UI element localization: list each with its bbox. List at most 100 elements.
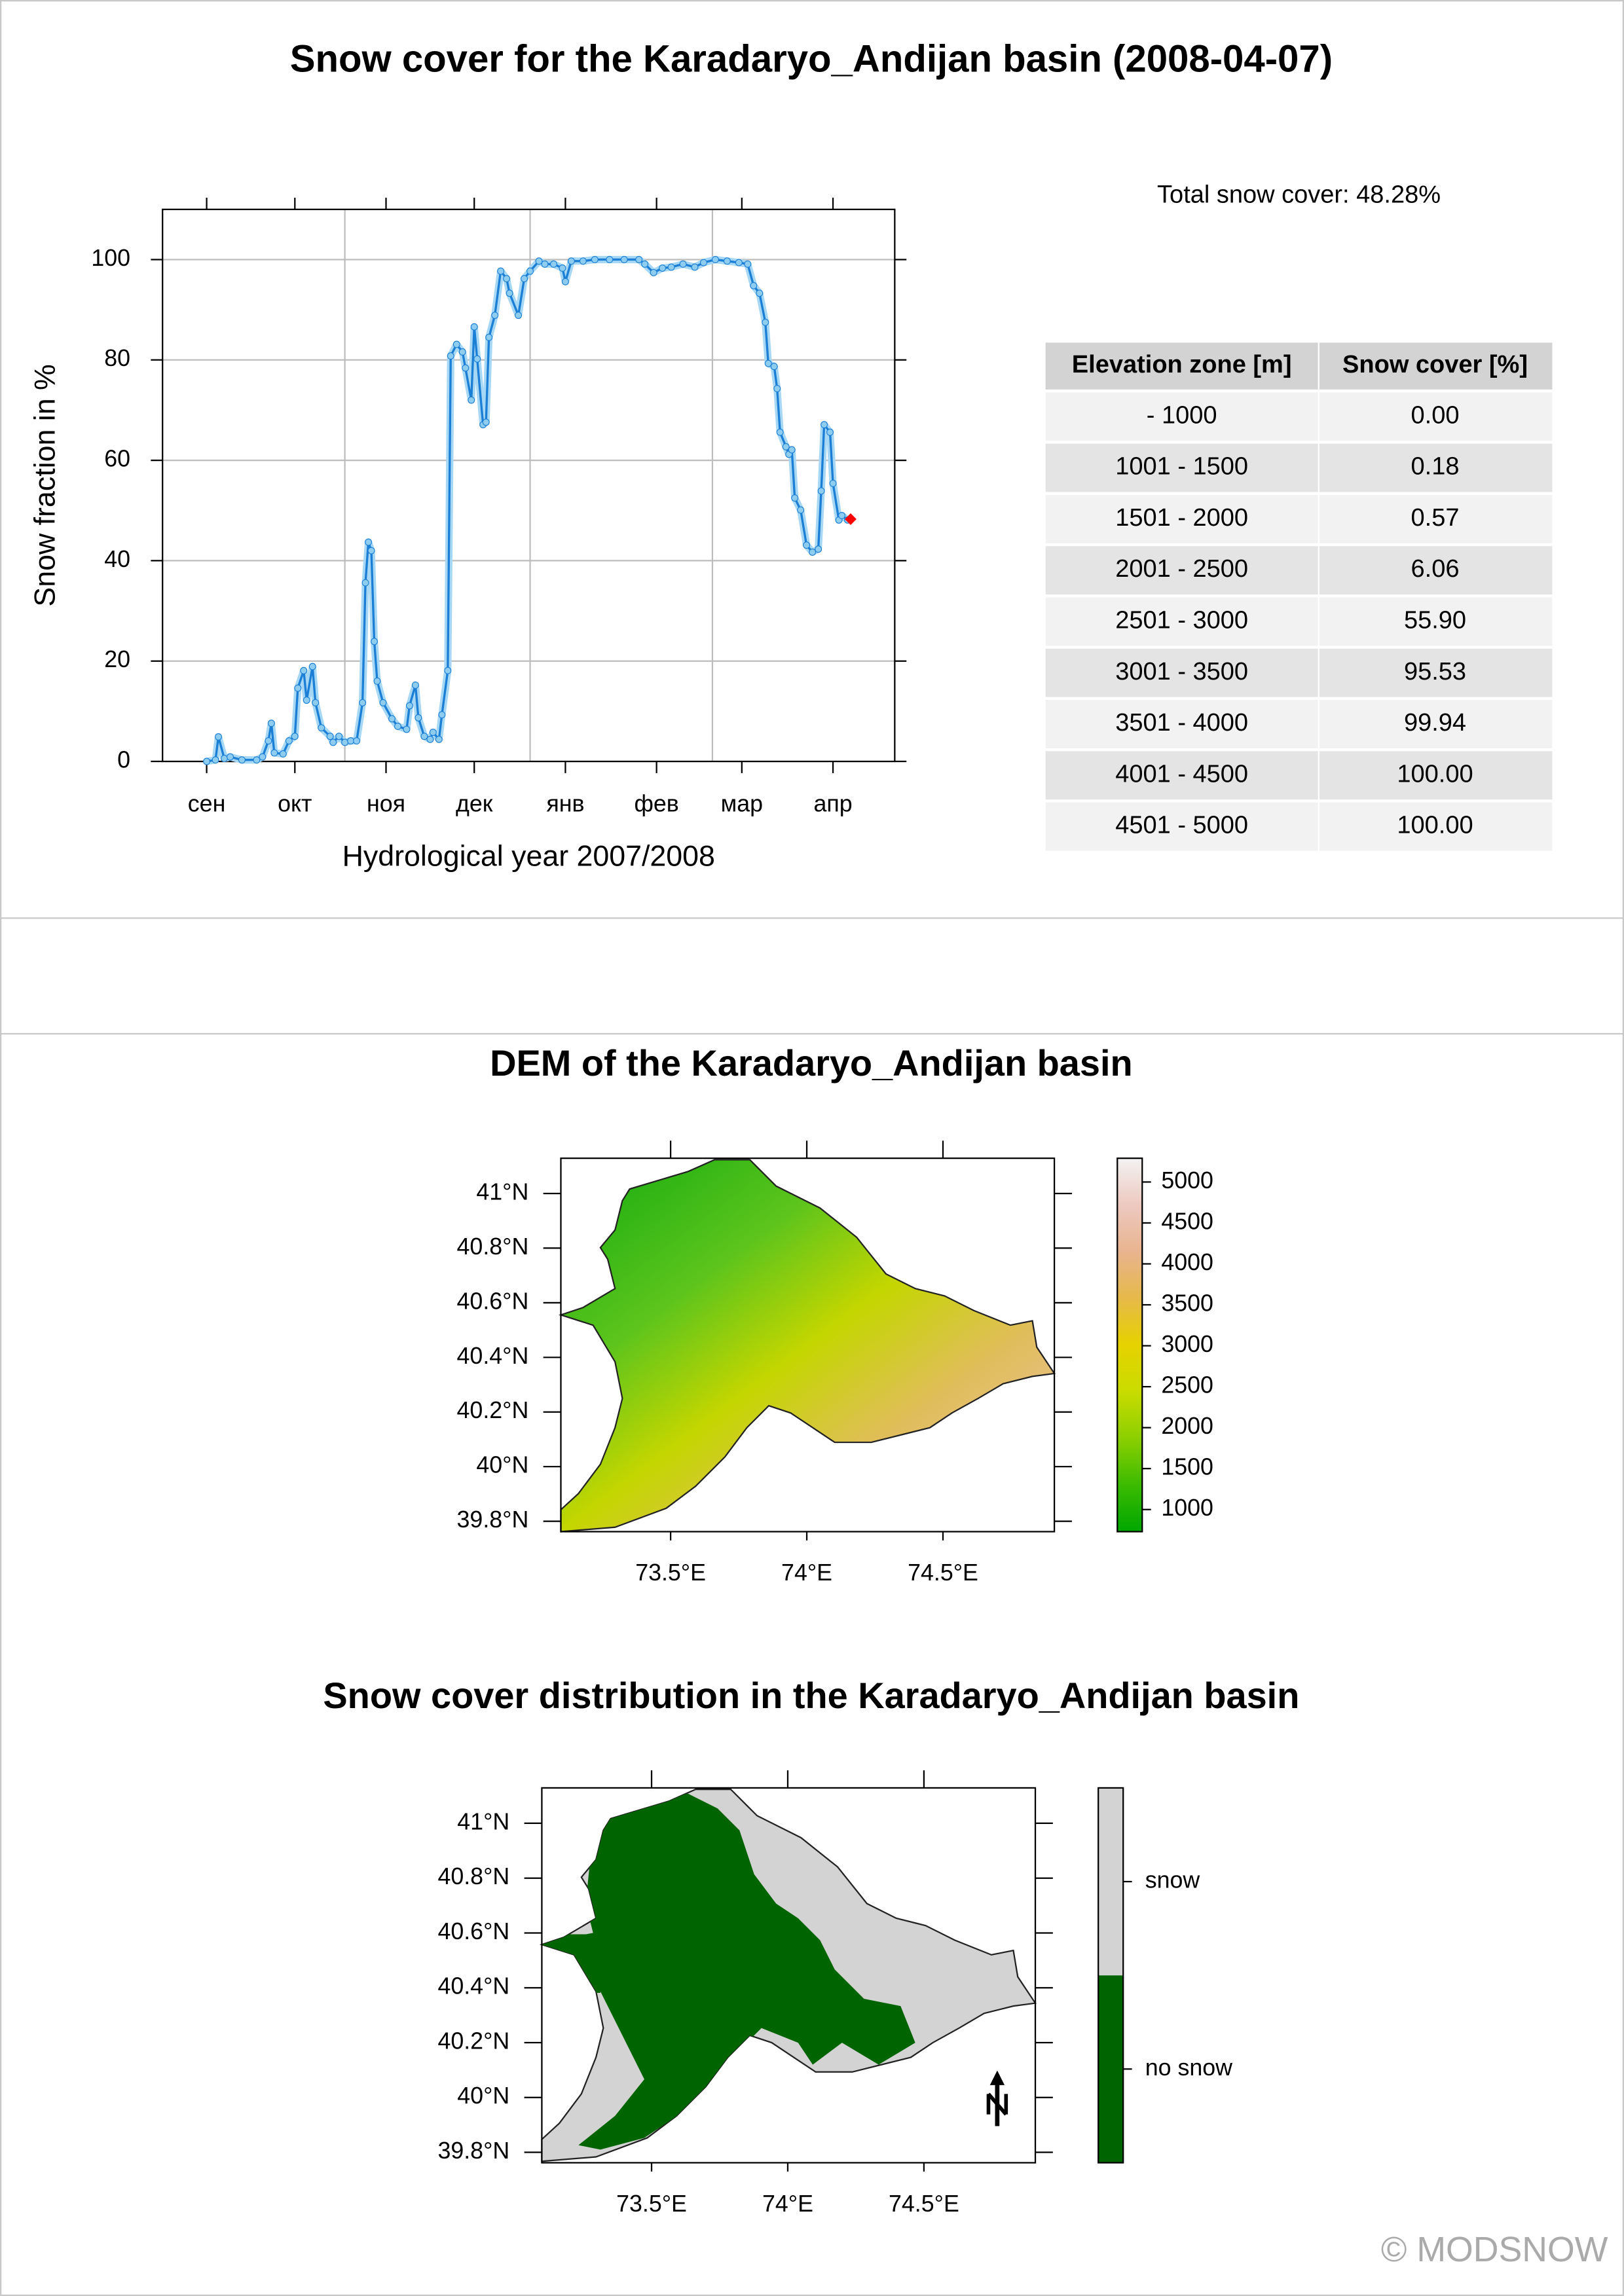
table-cell-text: 0.18	[1411, 453, 1460, 481]
page-title: Snow cover for the Karadaryo_Andijan bas…	[290, 37, 1333, 80]
y-tick-label: 0	[117, 746, 130, 773]
snow-point	[817, 487, 825, 495]
snow-point	[291, 733, 299, 740]
snow-point	[470, 323, 478, 331]
snow-point	[221, 754, 229, 762]
copyright: © MODSNOW	[1381, 2230, 1608, 2269]
snow-point	[405, 702, 413, 710]
snow-point	[797, 506, 805, 514]
snow-point	[335, 733, 343, 740]
y-axis-title: Snow fraction in %	[29, 364, 61, 606]
table-cell	[1319, 443, 1553, 492]
snow-point	[303, 697, 310, 704]
y-tick-label: 40.4°N	[457, 1343, 529, 1369]
snow-point	[341, 738, 349, 746]
colorbar-label: 1000	[1161, 1495, 1213, 1521]
snow-point	[270, 749, 278, 757]
colorbar-label: 4000	[1161, 1249, 1213, 1275]
y-tick-label: 40°N	[476, 1452, 528, 1478]
table-cell-text: 99.94	[1404, 709, 1466, 737]
table-cell-text: 95.53	[1404, 658, 1466, 685]
x-tick-label: 74.5°E	[889, 2191, 959, 2217]
table-cell	[1045, 597, 1318, 646]
table-header-cell	[1045, 342, 1318, 390]
legend-label: snow	[1145, 1867, 1200, 1893]
legend-swatch	[1098, 1787, 1124, 1976]
snow-point	[285, 737, 293, 745]
y-tick-label: 41°N	[476, 1178, 528, 1205]
snow-point	[267, 720, 275, 727]
snow-point	[826, 428, 834, 436]
y-tick-label: 80	[104, 345, 130, 371]
snow-point	[764, 359, 772, 367]
y-tick-label: 39.8°N	[437, 2138, 509, 2164]
table-cell-text: 1501 - 2000	[1115, 504, 1248, 532]
y-tick-label: 40°N	[457, 2083, 509, 2109]
snow-point	[420, 733, 428, 740]
snow-point	[782, 443, 790, 450]
snow-point	[667, 263, 675, 271]
snow-point	[691, 263, 699, 271]
snow-point	[462, 364, 470, 372]
snow-point	[635, 256, 643, 263]
snow-point	[762, 318, 769, 326]
snow-point	[365, 538, 373, 546]
table-header-cell	[1319, 342, 1553, 390]
snow-point	[815, 545, 822, 553]
snow-point	[359, 699, 367, 706]
snow-point	[723, 257, 731, 265]
snow-point	[482, 418, 490, 426]
snow-point	[735, 259, 743, 266]
table-cell-text: 6.06	[1411, 555, 1460, 583]
snow-point	[473, 355, 481, 363]
snow-point	[326, 733, 334, 740]
table-cell	[1045, 443, 1318, 492]
snow-point	[591, 256, 599, 263]
x-tick-label: апр	[813, 791, 852, 817]
table-cell	[1319, 597, 1553, 646]
table-cell-text: 2001 - 2500	[1115, 555, 1248, 583]
snow-point	[515, 312, 523, 319]
map-title: DEM of the Karadaryo_Andijan basin	[490, 1042, 1133, 1084]
snow-point	[212, 756, 219, 764]
x-tick-label: 74°E	[762, 2191, 813, 2217]
x-tick-label: дек	[456, 791, 493, 817]
y-tick-label: 60	[104, 446, 130, 472]
snow-point	[458, 348, 466, 356]
snow-point	[447, 352, 454, 360]
dem-raster	[560, 1159, 1056, 1533]
plot-frame	[162, 208, 896, 763]
snow-point	[838, 511, 845, 519]
table-cell	[1045, 802, 1318, 851]
snow-point	[411, 682, 419, 689]
snow-point	[526, 267, 534, 275]
x-tick-label: янв	[546, 791, 584, 817]
table-cell-text: 1001 - 1500	[1115, 453, 1248, 481]
x-tick-label: 74.5°E	[908, 1559, 978, 1586]
snow-point	[444, 666, 452, 674]
table-header-text: Snow cover [%]	[1342, 351, 1528, 378]
snow-point	[506, 289, 513, 297]
total-snow-cover: Total snow cover: 48.28%	[1157, 181, 1441, 209]
snow-point	[829, 479, 837, 487]
x-tick-label: ноя	[367, 791, 405, 817]
no-snow-area	[542, 1793, 915, 2150]
y-tick-label: 40	[104, 546, 130, 572]
snow-point	[265, 737, 272, 745]
snow-point	[485, 333, 493, 341]
table-cell-text: 0.57	[1411, 504, 1460, 532]
y-tick-label: 40.8°N	[457, 1233, 529, 1260]
snow-point	[549, 260, 557, 268]
table-cell-text: 0.00	[1411, 401, 1460, 429]
table-cell	[1045, 546, 1318, 595]
snow-point	[388, 715, 396, 723]
snow-point	[497, 267, 505, 275]
table-cell-text: - 1000	[1147, 401, 1217, 429]
snow-point	[561, 278, 569, 285]
snow-point	[788, 446, 796, 454]
snow-point	[403, 725, 411, 733]
snow-point	[579, 257, 587, 265]
table-cell	[1319, 494, 1553, 543]
